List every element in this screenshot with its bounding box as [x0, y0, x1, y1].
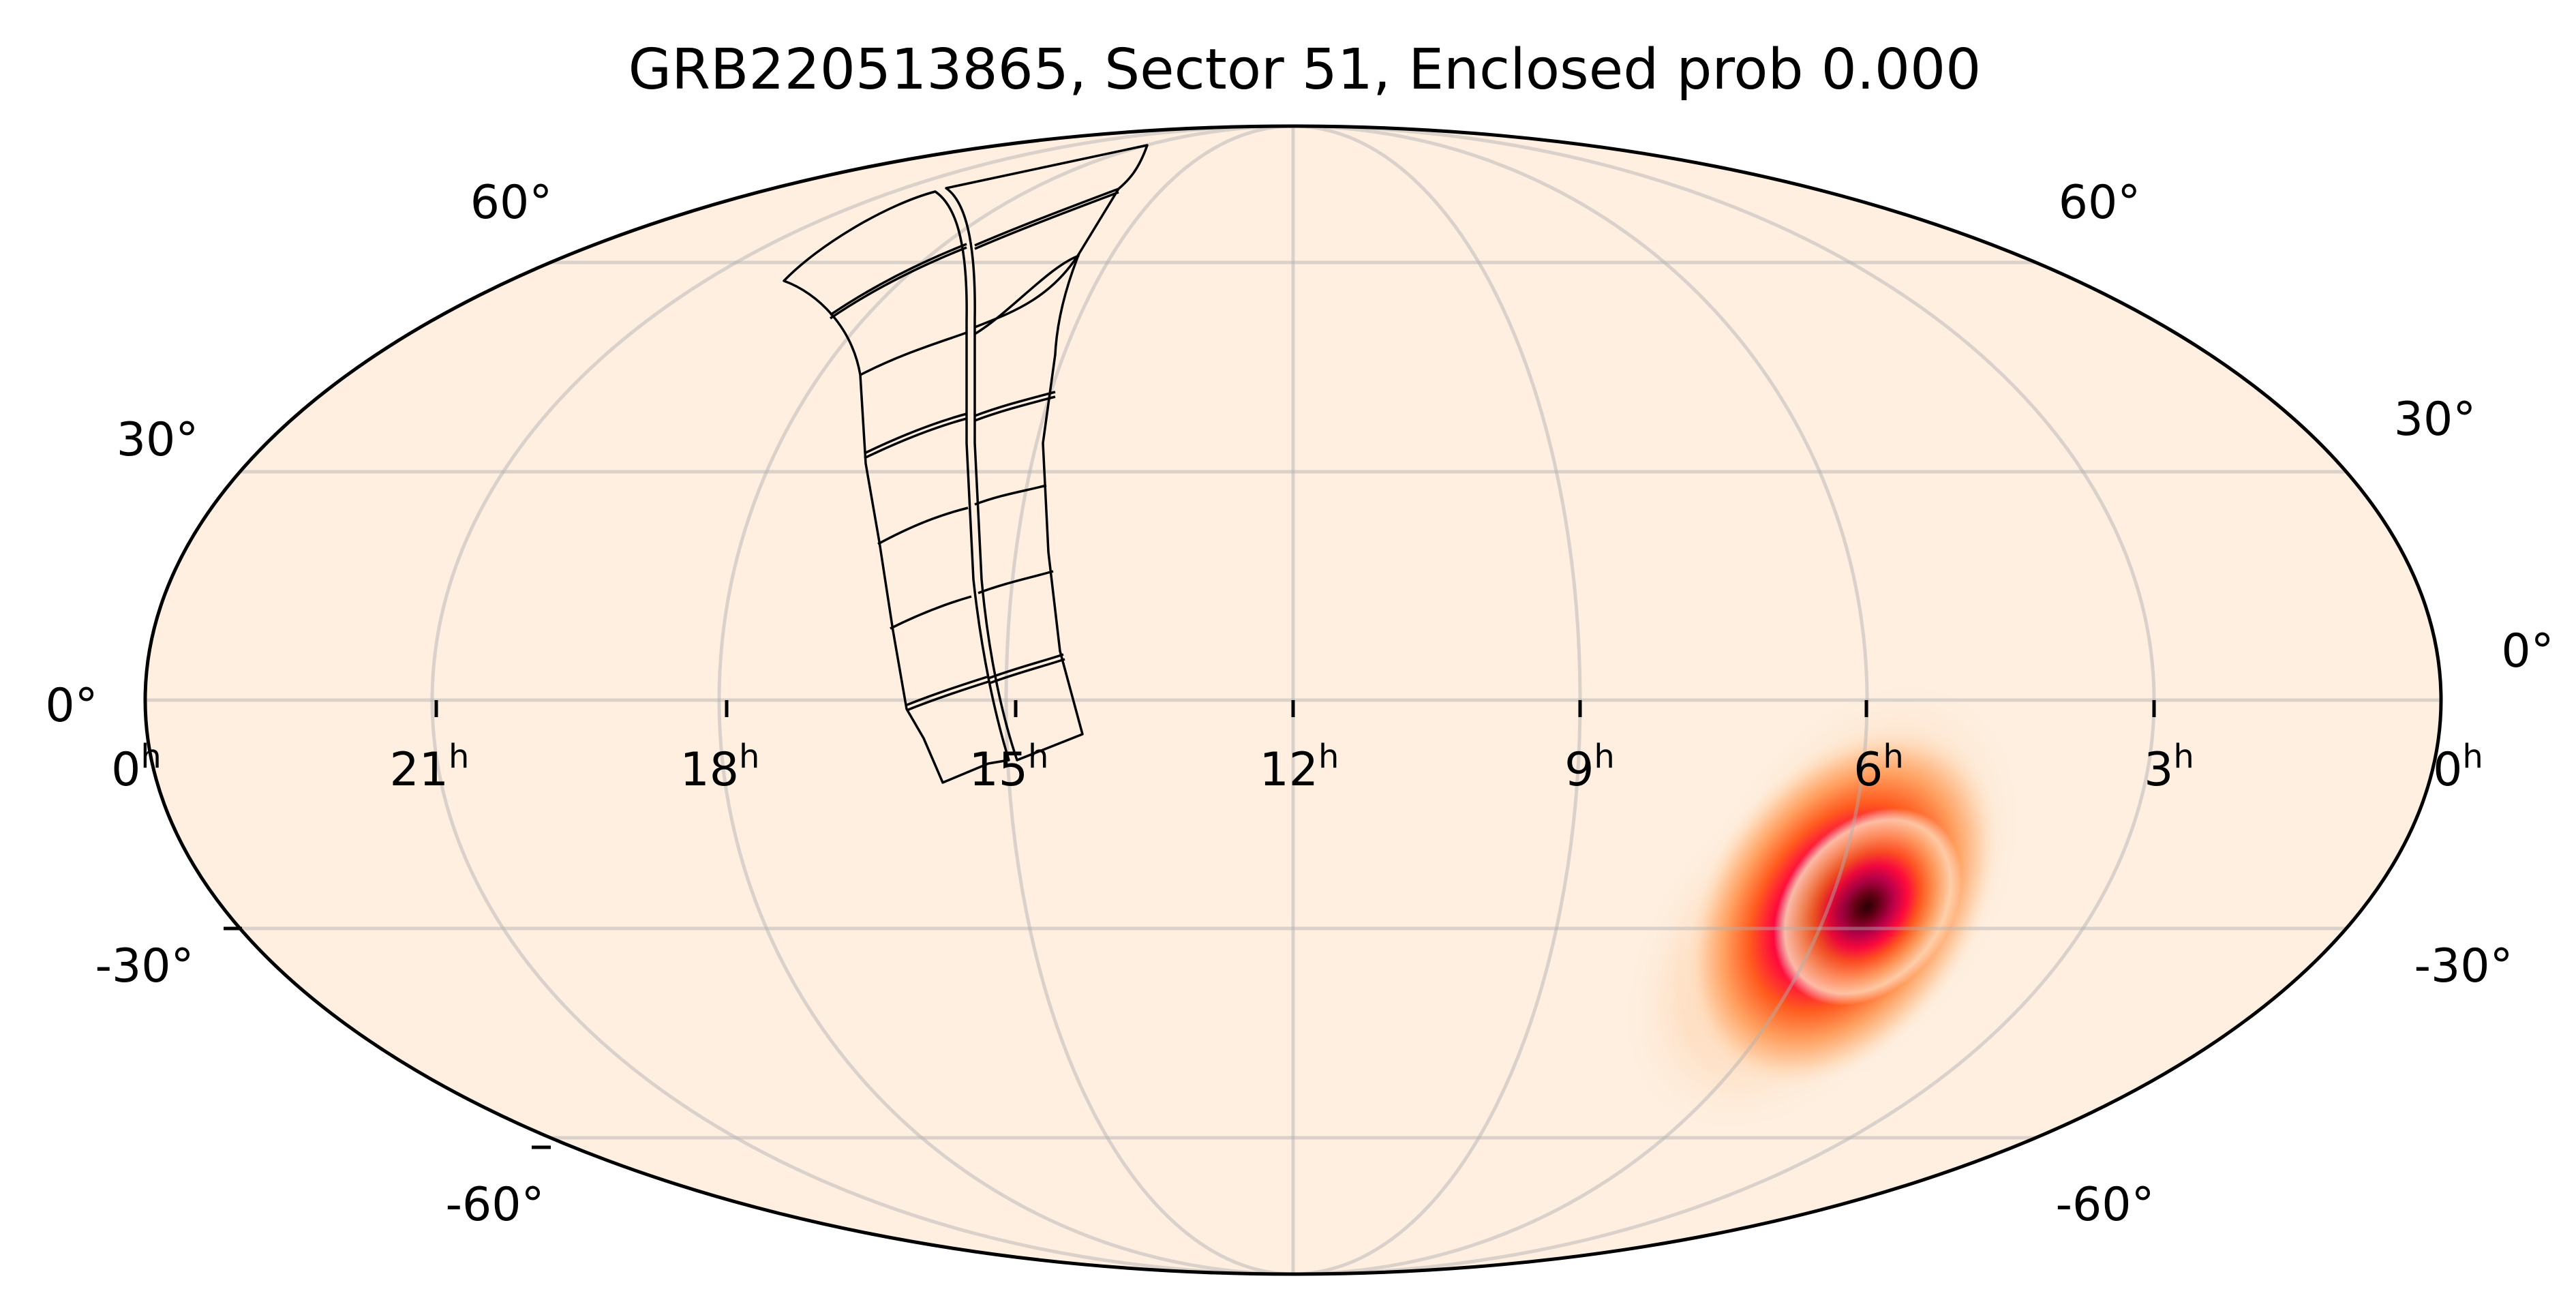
ra-label-3h: 3h — [2144, 738, 2194, 797]
dec-labels-left: 60° 30° 0° -30° -60° — [45, 176, 552, 1232]
ra-label-21h: 21h — [390, 738, 470, 797]
ra-label-6h: 6h — [1853, 738, 1904, 797]
ra-label-0h-left: 0h — [111, 738, 162, 797]
ra-ticks — [434, 700, 2156, 717]
dec-label-m30-left: -30° — [95, 939, 194, 993]
tess-sector-footprint — [783, 144, 1149, 784]
dec-label-60-left: 60° — [470, 176, 553, 230]
ra-label-18h: 18h — [680, 738, 760, 797]
sky-outline — [143, 124, 2443, 1276]
probability-heatmap — [1618, 677, 2027, 1136]
dec-label-0-left: 0° — [45, 679, 97, 733]
dec-label-30-left: 30° — [117, 413, 199, 467]
ra-label-12h: 12h — [1260, 738, 1339, 797]
dec-label-0-right: 0° — [2501, 624, 2554, 678]
dec-labels-right: 60° 30° 0° -30° -60° — [2055, 176, 2554, 1232]
dec-label-m60-left: -60° — [445, 1178, 544, 1232]
ra-label-9h: 9h — [1564, 738, 1615, 797]
dec-label-m30-right: -30° — [2414, 939, 2513, 993]
dec-label-m60-right: -60° — [2055, 1178, 2154, 1232]
dec-label-60-right: 60° — [2059, 176, 2141, 230]
dec-label-30-right: 30° — [2394, 393, 2476, 447]
ra-label-15h: 15h — [969, 738, 1049, 797]
chart-title: GRB220513865, Sector 51, Enclosed prob 0… — [628, 37, 1982, 102]
dec-ticks — [224, 926, 551, 1149]
ra-label-0h-right: 0h — [2433, 738, 2483, 797]
ra-labels: 0h 21h 18h 15h 12h 9h 6h 3h 0h — [111, 738, 2483, 797]
